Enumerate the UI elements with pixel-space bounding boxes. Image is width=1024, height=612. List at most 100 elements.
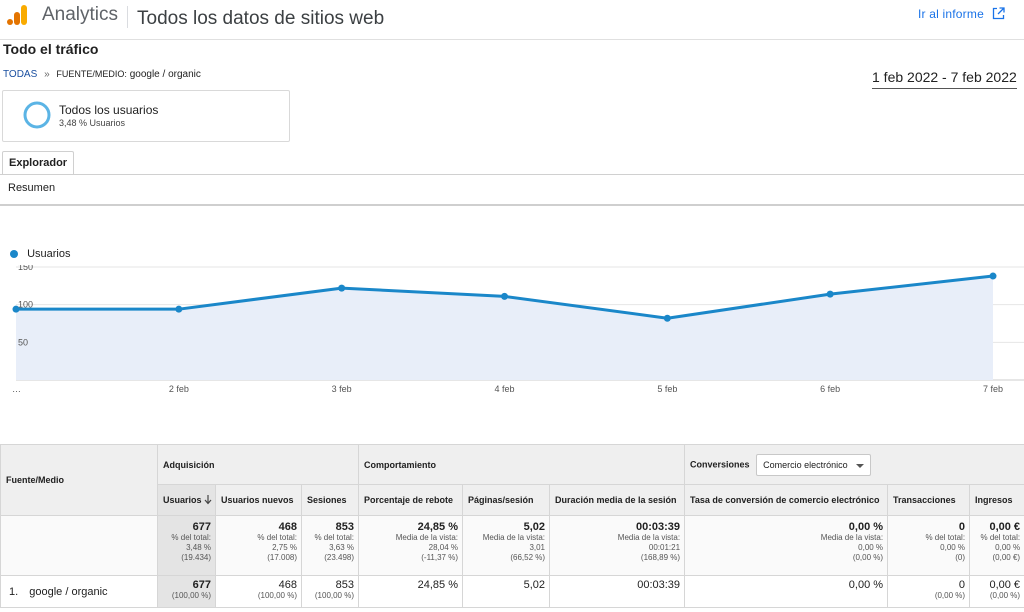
- totals-subtext: % del total:: [314, 533, 355, 542]
- external-link-icon[interactable]: [992, 7, 1005, 20]
- totals-value: 00:03:39: [636, 521, 681, 533]
- totals-subtext: 3,01: [529, 543, 546, 552]
- data-point[interactable]: [663, 314, 671, 322]
- data-point[interactable]: [175, 305, 183, 313]
- col-header-pages-per-session[interactable]: Páginas/sesión: [462, 484, 551, 516]
- breadcrumb-value: google / organic: [129, 69, 201, 80]
- col-header-users[interactable]: Usuarios: [157, 484, 216, 516]
- analytics-logo-icon[interactable]: [6, 4, 28, 26]
- source-cell: 1. google / organic: [0, 575, 158, 608]
- subtab-summary[interactable]: Resumen: [8, 182, 56, 194]
- col-header-sessions[interactable]: Sesiones: [300, 484, 360, 516]
- totals-subtext: % del total:: [980, 533, 1021, 542]
- totals-cell: 24,85 % Media de la vista: 28,04 % (-11,37 …: [358, 515, 464, 576]
- y-tick-label: 50: [18, 337, 28, 347]
- totals-cell: 0,00 % Media de la vista: 0,00 % (0,00 %): [684, 515, 889, 576]
- conversion-type-select[interactable]: Comercio electrónico: [756, 453, 871, 476]
- breadcrumb-root-link[interactable]: TODAS: [3, 69, 38, 80]
- x-tick-label: 7 feb: [983, 384, 1003, 394]
- totals-subtext: (17.008): [267, 553, 297, 562]
- metric-percentage: (0,00 %): [934, 591, 966, 600]
- col-header-revenue[interactable]: Ingresos: [969, 484, 1024, 516]
- totals-subtext: Media de la vista:: [482, 533, 546, 542]
- totals-value: 0,00 €: [989, 521, 1021, 533]
- totals-value: 853: [335, 521, 355, 533]
- metric-value: 468: [278, 579, 297, 591]
- col-header-transactions[interactable]: Transacciones: [887, 484, 971, 516]
- totals-value: 677: [192, 521, 211, 533]
- segment-percentage: 3,48 % Usuarios: [59, 118, 126, 128]
- totals-cell: 677% del total: 3,48 % (19.434): [157, 515, 216, 576]
- totals-subtext: 0,00 %: [858, 543, 884, 552]
- totals-subtext: (0,00 %): [852, 553, 884, 562]
- chart-legend[interactable]: Usuarios: [10, 248, 70, 260]
- col-header-avg-session-duration[interactable]: Duración media de la sesión: [549, 484, 686, 516]
- table-row: 1. google / organic 677 (100,00 %) 468 (100…: [0, 575, 1024, 608]
- segment-name: Todos los usuarios: [59, 103, 159, 117]
- totals-value: 468: [278, 521, 297, 533]
- totals-subtext: Media de la vista:: [395, 533, 459, 542]
- group-header-acquisition: Adquisición: [156, 444, 360, 485]
- totals-source-cell: [0, 515, 158, 576]
- totals-subtext: 3,48 %: [186, 543, 211, 552]
- x-tick-label: 5 feb: [657, 384, 677, 394]
- totals-subtext: Media de la vista:: [617, 533, 681, 542]
- app-header: Analytics Todos los datos de sitios web …: [0, 0, 1024, 40]
- legend-label: Usuarios: [27, 248, 71, 260]
- date-range-picker[interactable]: 1 feb 2022 - 7 feb 2022: [872, 69, 1017, 89]
- metric-cell: 0,00 € (0,00 %): [969, 575, 1024, 608]
- col-header-new-users[interactable]: Usuarios nuevos: [215, 484, 302, 516]
- data-point[interactable]: [826, 290, 834, 298]
- y-tick-label: 150: [18, 265, 33, 272]
- metric-value: 24,85 %: [417, 579, 459, 591]
- chevron-down-icon: [855, 463, 864, 468]
- go-to-report-link[interactable]: Ir al informe: [918, 7, 984, 21]
- totals-cell: 0,00 €% del total: 0,00 % (0,00 €): [969, 515, 1024, 576]
- x-tick-label: 3 feb: [332, 384, 352, 394]
- x-tick-label: 4 feb: [494, 384, 514, 394]
- data-point[interactable]: [501, 292, 508, 300]
- metric-cell: 5,02: [462, 575, 551, 608]
- totals-subtext: 3,63 %: [329, 543, 355, 552]
- tab-divider: [0, 174, 1024, 175]
- totals-value: 0,00 %: [848, 521, 884, 533]
- totals-subtext: (0): [955, 553, 966, 562]
- data-point[interactable]: [12, 305, 20, 313]
- totals-subtext: (19.434): [181, 553, 211, 562]
- totals-row: 677% del total: 3,48 % (19.434) 468% del to…: [0, 515, 1024, 576]
- header-divider: [127, 6, 128, 28]
- col-header-source[interactable]: Fuente/Medio: [0, 444, 158, 516]
- totals-subtext: % del total:: [925, 533, 966, 542]
- tab-explorer[interactable]: Explorador: [2, 151, 75, 175]
- segment-card[interactable]: Todos los usuarios 3,48 % Usuarios: [2, 90, 290, 142]
- users-line-chart[interactable]: 50 100 150 … 2 feb 3 feb 4 feb 5 feb 6 feb 7 feb: [0, 265, 1024, 400]
- totals-subtext: % del total:: [257, 533, 297, 542]
- totals-subtext: (66,52 %): [510, 553, 546, 562]
- metric-cell: 0 (0,00 %): [887, 575, 971, 608]
- data-point[interactable]: [338, 284, 346, 292]
- conversions-label: Conversiones: [690, 458, 750, 469]
- breadcrumb-dimension: FUENTE/MEDIO:: [56, 69, 127, 79]
- data-point[interactable]: [989, 272, 997, 280]
- metric-percentage: (0,00 %): [989, 591, 1021, 600]
- totals-cell: 468% del total: 2,75 % (17.008): [215, 515, 302, 576]
- col-header-label: Usuarios: [163, 495, 202, 505]
- row-number: 1.: [9, 585, 19, 598]
- col-header-ecommerce-conversion-rate[interactable]: Tasa de conversión de comercio electróni…: [684, 484, 889, 516]
- totals-subtext: (-11,37 %): [421, 553, 459, 562]
- metric-cell: 468 (100,00 %): [215, 575, 302, 608]
- col-header-bounce-rate[interactable]: Porcentaje de rebote: [358, 484, 464, 516]
- metric-cell: 00:03:39: [549, 575, 686, 608]
- x-tick-label: 6 feb: [820, 384, 840, 394]
- app-name[interactable]: Analytics: [42, 4, 119, 25]
- totals-subtext: 00:01:21: [648, 543, 681, 552]
- totals-cell: 5,02 Media de la vista: 3,01 (66,52 %): [462, 515, 551, 576]
- property-selector[interactable]: Todos los datos de sitios web: [137, 8, 385, 29]
- source-medium-link[interactable]: google / organic: [29, 585, 108, 598]
- metric-cell: 853 (100,00 %): [300, 575, 360, 608]
- totals-subtext: 0,00 %: [995, 543, 1021, 552]
- totals-cell: 0% del total: 0,00 % (0): [887, 515, 971, 576]
- breadcrumb-separator: »: [44, 69, 50, 80]
- totals-value: 5,02: [523, 521, 546, 533]
- metric-percentage: (100,00 %): [314, 591, 355, 600]
